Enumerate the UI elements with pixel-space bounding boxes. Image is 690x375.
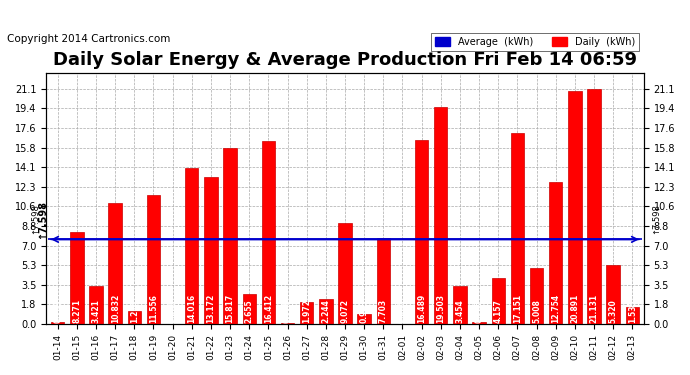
Text: 16.412: 16.412 [264,294,273,324]
Text: 7.703: 7.703 [379,299,388,324]
Text: 15.817: 15.817 [226,294,235,324]
Bar [626,307,639,324]
Bar [415,140,428,324]
Bar [147,195,160,324]
Text: 0.000: 0.000 [168,300,177,324]
Text: 8.271: 8.271 [72,299,81,324]
Legend: Average  (kWh), Daily  (kWh): Average (kWh), Daily (kWh) [431,33,639,51]
Bar [319,299,333,324]
Bar [128,310,141,324]
Text: 20.891: 20.891 [571,294,580,324]
Text: 1.972: 1.972 [302,300,311,324]
Text: 2.244: 2.244 [322,300,331,324]
Text: 16.489: 16.489 [417,294,426,324]
Text: 1.214: 1.214 [130,300,139,324]
Bar [204,177,217,324]
Bar [262,141,275,324]
Bar [491,278,505,324]
Bar [70,232,83,324]
Bar [453,285,466,324]
Bar [300,302,313,324]
Text: 21.131: 21.131 [589,294,598,324]
Text: ↑7.598: ↑7.598 [651,203,660,234]
Text: 0.078: 0.078 [283,299,292,324]
Text: 0.943: 0.943 [359,300,368,324]
Text: 1.535: 1.535 [628,300,637,324]
Bar [281,323,294,324]
Bar [108,203,122,324]
Text: Copyright 2014 Cartronics.com: Copyright 2014 Cartronics.com [7,34,170,44]
Text: 0.000: 0.000 [398,300,407,324]
Bar [51,322,64,324]
Text: 19.503: 19.503 [436,294,445,324]
Bar [568,91,582,324]
Text: 3.454: 3.454 [455,300,464,324]
Text: 10.832: 10.832 [110,294,119,324]
Bar [338,223,352,324]
Text: ↑7.598: ↑7.598 [37,200,47,239]
Text: 0.139: 0.139 [53,300,62,324]
Bar [607,265,620,324]
Bar [89,286,103,324]
Bar [185,168,199,324]
Bar [473,322,486,324]
Text: 2.655: 2.655 [245,300,254,324]
Text: 4.157: 4.157 [494,300,503,324]
Text: 3.421: 3.421 [92,300,101,324]
Bar [224,148,237,324]
Title: Daily Solar Energy & Average Production Fri Feb 14 06:59: Daily Solar Energy & Average Production … [53,51,637,69]
Text: 13.172: 13.172 [206,294,215,324]
Text: 5.320: 5.320 [609,300,618,324]
Bar [511,133,524,324]
Bar [587,88,601,324]
Bar [549,182,562,324]
Text: 17.151: 17.151 [513,294,522,324]
Text: 0.202: 0.202 [475,300,484,324]
Bar [377,238,390,324]
Text: 9.072: 9.072 [340,300,350,324]
Text: 5.008: 5.008 [532,300,541,324]
Bar [357,314,371,324]
Bar [242,294,256,324]
Text: 14.016: 14.016 [187,294,196,324]
Bar [530,268,543,324]
Text: 11.556: 11.556 [149,295,158,324]
Bar [434,107,448,324]
Text: ↑7.598: ↑7.598 [30,203,39,234]
Text: 12.754: 12.754 [551,294,560,324]
